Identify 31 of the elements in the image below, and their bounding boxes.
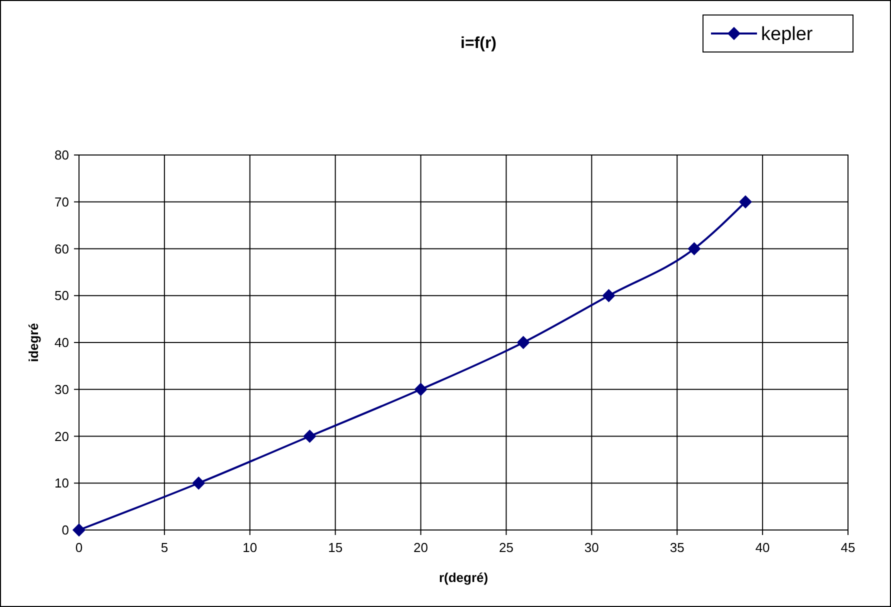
y-tick-label: 70 [54,194,69,210]
x-tick-label: 0 [75,540,83,555]
x-tick-label: 20 [414,540,428,555]
point [516,336,530,350]
x-tick-label: 25 [498,540,514,555]
x-tick-label: 30 [584,540,599,555]
point [602,289,616,302]
y-tick-label: 20 [54,428,69,444]
x-tick-label: 45 [840,540,856,555]
point [688,242,701,256]
y-tick-label: 40 [54,335,69,350]
point [192,476,206,490]
point [303,430,316,443]
y-tick-label: 10 [54,476,69,491]
x-axis-title: r(degré) [438,570,488,585]
x-tick-label: 5 [160,540,168,555]
point [72,523,86,537]
chart-title: i=f(r) [460,35,496,52]
point [738,195,752,208]
y-tick-label: 50 [54,288,69,304]
y-tick-label: 30 [54,382,69,397]
y-tick-label: 0 [62,522,69,538]
y-tick-label: 60 [54,241,69,256]
x-tick-label: 40 [755,540,770,555]
legend-label: kepler [761,24,814,46]
y-axis-title: idegré [26,322,41,362]
y-tick-label: 80 [54,148,69,163]
x-tick-label: 35 [670,540,684,555]
x-tick-label: 10 [242,540,258,555]
point [414,382,428,396]
x-tick-label: 15 [328,540,343,555]
